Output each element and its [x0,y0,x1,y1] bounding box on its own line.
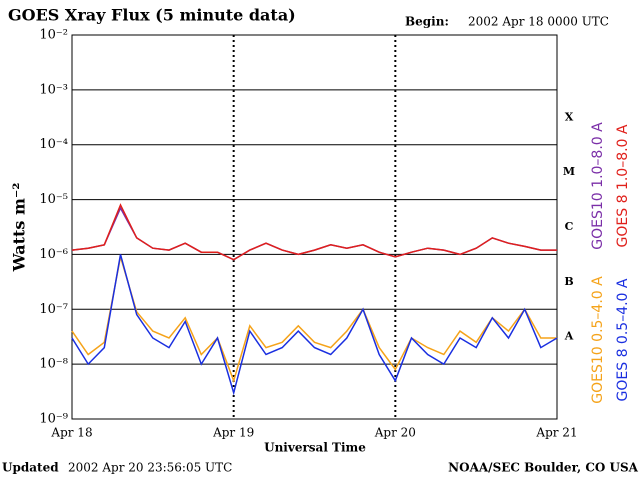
legend-entry: GOES 8 0.5–4.0 A [615,278,631,401]
series-line [71,256,557,384]
y-tick-label: 10⁻⁴ [39,137,68,152]
flare-class: C [565,220,574,233]
y-axis-label: Watts m⁻² [10,183,29,273]
y-tick-label: 10⁻⁸ [39,357,68,372]
y-tick-label: 10⁻⁵ [39,192,68,207]
legend-entry: GOES10 1.0–8.0 A [590,122,606,250]
x-tick-label: Apr 21 [535,426,577,440]
legend-entry: GOES 8 1.0–8.0 A [615,124,631,247]
x-tick-label: Apr 20 [374,426,416,440]
chart-title: GOES Xray Flux (5 minute data) [8,6,296,25]
source: NOAA/SEC Boulder, CO USA [448,461,639,475]
updated-time: 2002 Apr 20 23:56:05 UTC [68,461,232,475]
y-tick-label: 10⁻⁷ [39,302,68,317]
plot-frame [71,34,558,420]
y-tick-label: 10⁻⁶ [39,247,68,262]
series-line [71,203,557,261]
updated-label: Updated [2,461,59,475]
y-tick-label: 10⁻³ [39,82,68,97]
begin-time: 2002 Apr 18 0000 UTC [468,15,609,29]
series-line [71,254,558,396]
y-tick-label: 10⁻² [39,28,68,43]
flare-class: M [563,165,575,178]
flare-class: B [564,275,573,288]
x-axis-label: Universal Time [264,441,366,455]
flare-class: A [564,330,574,343]
series-line [71,206,557,261]
y-tick-label: 10⁻⁹ [39,412,68,427]
flare-class: X [565,110,574,123]
x-tick-label: Apr 18 [50,426,92,440]
x-tick-label: Apr 19 [212,426,254,440]
legend-entry: GOES10 0.5–4.0 A [590,276,606,404]
begin-label: Begin: [405,15,449,29]
